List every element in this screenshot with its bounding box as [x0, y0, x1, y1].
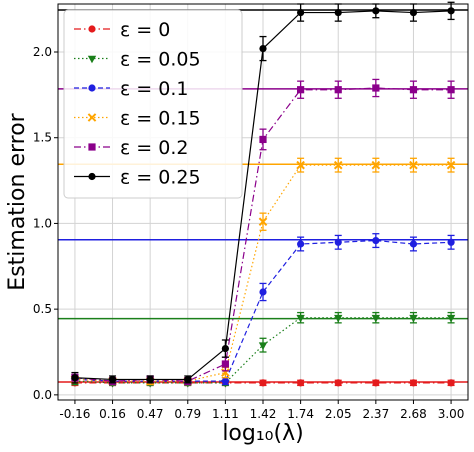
- data-point: [447, 379, 455, 387]
- data-point: [372, 236, 380, 245]
- data-point: [333, 160, 343, 170]
- legend-marker: [88, 25, 96, 33]
- data-point: [108, 375, 117, 384]
- series-group: [70, 1, 456, 388]
- y-tick-label: 0.5: [33, 302, 52, 316]
- x-axis-label: log₁₀(λ): [222, 421, 303, 446]
- data-point: [447, 238, 455, 246]
- legend-marker: [87, 55, 97, 64]
- data-point: [297, 86, 305, 94]
- legend-label: ε = 0.15: [120, 108, 201, 130]
- data-point: [146, 375, 154, 384]
- data-point: [221, 377, 229, 385]
- data-point: [259, 379, 267, 387]
- data-point: [446, 314, 456, 323]
- data-point: [221, 344, 229, 353]
- y-axis-label: Estimation error: [5, 112, 30, 290]
- data-point: [334, 86, 342, 94]
- legend-label: ε = 0: [120, 19, 170, 41]
- data-point: [334, 8, 342, 17]
- data-point: [259, 44, 267, 53]
- data-point: [372, 7, 380, 15]
- y-tick-label: 2.0: [33, 45, 52, 59]
- data-point: [334, 238, 342, 246]
- x-axis: -0.16 0.16 0.47 0.79 1.11 1.42 1.74 2.05 2.37 2.6…: [59, 400, 464, 421]
- series-line: [74, 239, 452, 382]
- data-point: [409, 86, 418, 94]
- data-point: [447, 86, 455, 94]
- data-point: [371, 314, 381, 323]
- y-tick-label: 1.0: [33, 216, 52, 230]
- x-tick-label: 0.16: [99, 407, 126, 421]
- x-tick-label: -0.16: [59, 407, 90, 421]
- data-point: [259, 288, 267, 296]
- legend-box: [63, 9, 243, 199]
- data-point: [259, 135, 267, 144]
- x-tick-label: 0.47: [137, 407, 164, 421]
- data-point: [409, 314, 418, 323]
- legend-marker: [88, 172, 96, 181]
- data-point: [221, 360, 229, 368]
- data-point: [446, 160, 456, 170]
- legend-marker: [88, 84, 96, 92]
- data-point: [297, 8, 305, 17]
- data-point: [372, 379, 380, 387]
- data-point: [71, 374, 79, 382]
- y-tick-label: 0.0: [33, 388, 52, 402]
- x-tick-label: 3.00: [438, 407, 465, 421]
- legend-label: ε = 0.2: [120, 137, 189, 159]
- x-tick-label: 2.05: [325, 407, 352, 421]
- x-tick-label: 1.74: [287, 407, 314, 421]
- x-tick-label: 1.11: [212, 407, 239, 421]
- y-tick-label: 1.5: [33, 131, 52, 145]
- legend-marker: [87, 113, 97, 122]
- legend-label: ε = 0.25: [120, 167, 201, 189]
- data-point: [297, 379, 305, 387]
- legend-marker: [88, 143, 96, 151]
- x-tick-label: 2.37: [362, 407, 389, 421]
- data-point: [371, 160, 381, 170]
- x-tick-label: 2.68: [400, 407, 427, 421]
- data-point: [221, 368, 230, 377]
- y-axis: 0.0 0.5 1.0 1.5 2.0: [33, 45, 58, 402]
- data-point: [184, 375, 192, 384]
- x-tick-label: 0.79: [174, 407, 201, 421]
- data-point: [409, 8, 418, 17]
- data-point: [409, 160, 418, 170]
- data-point: [296, 314, 305, 323]
- data-point: [258, 342, 268, 350]
- data-point: [409, 240, 418, 248]
- data-point: [296, 160, 305, 170]
- data-point: [372, 84, 380, 92]
- legend-label: ε = 0.1: [120, 78, 189, 100]
- data-point: [334, 379, 342, 387]
- data-point: [297, 240, 305, 248]
- data-point: [409, 379, 418, 387]
- x-tick-label: 1.42: [250, 407, 277, 421]
- data-point: [334, 314, 343, 323]
- data-point: [258, 217, 268, 227]
- legend: ε = 0 ε = 0.05 ε = 0.1 ε = 0.15 ε = 0.2 ε = 0…: [63, 9, 243, 199]
- series-5: [71, 1, 455, 384]
- data-point: [447, 7, 455, 15]
- legend-label: ε = 0.05: [120, 49, 201, 71]
